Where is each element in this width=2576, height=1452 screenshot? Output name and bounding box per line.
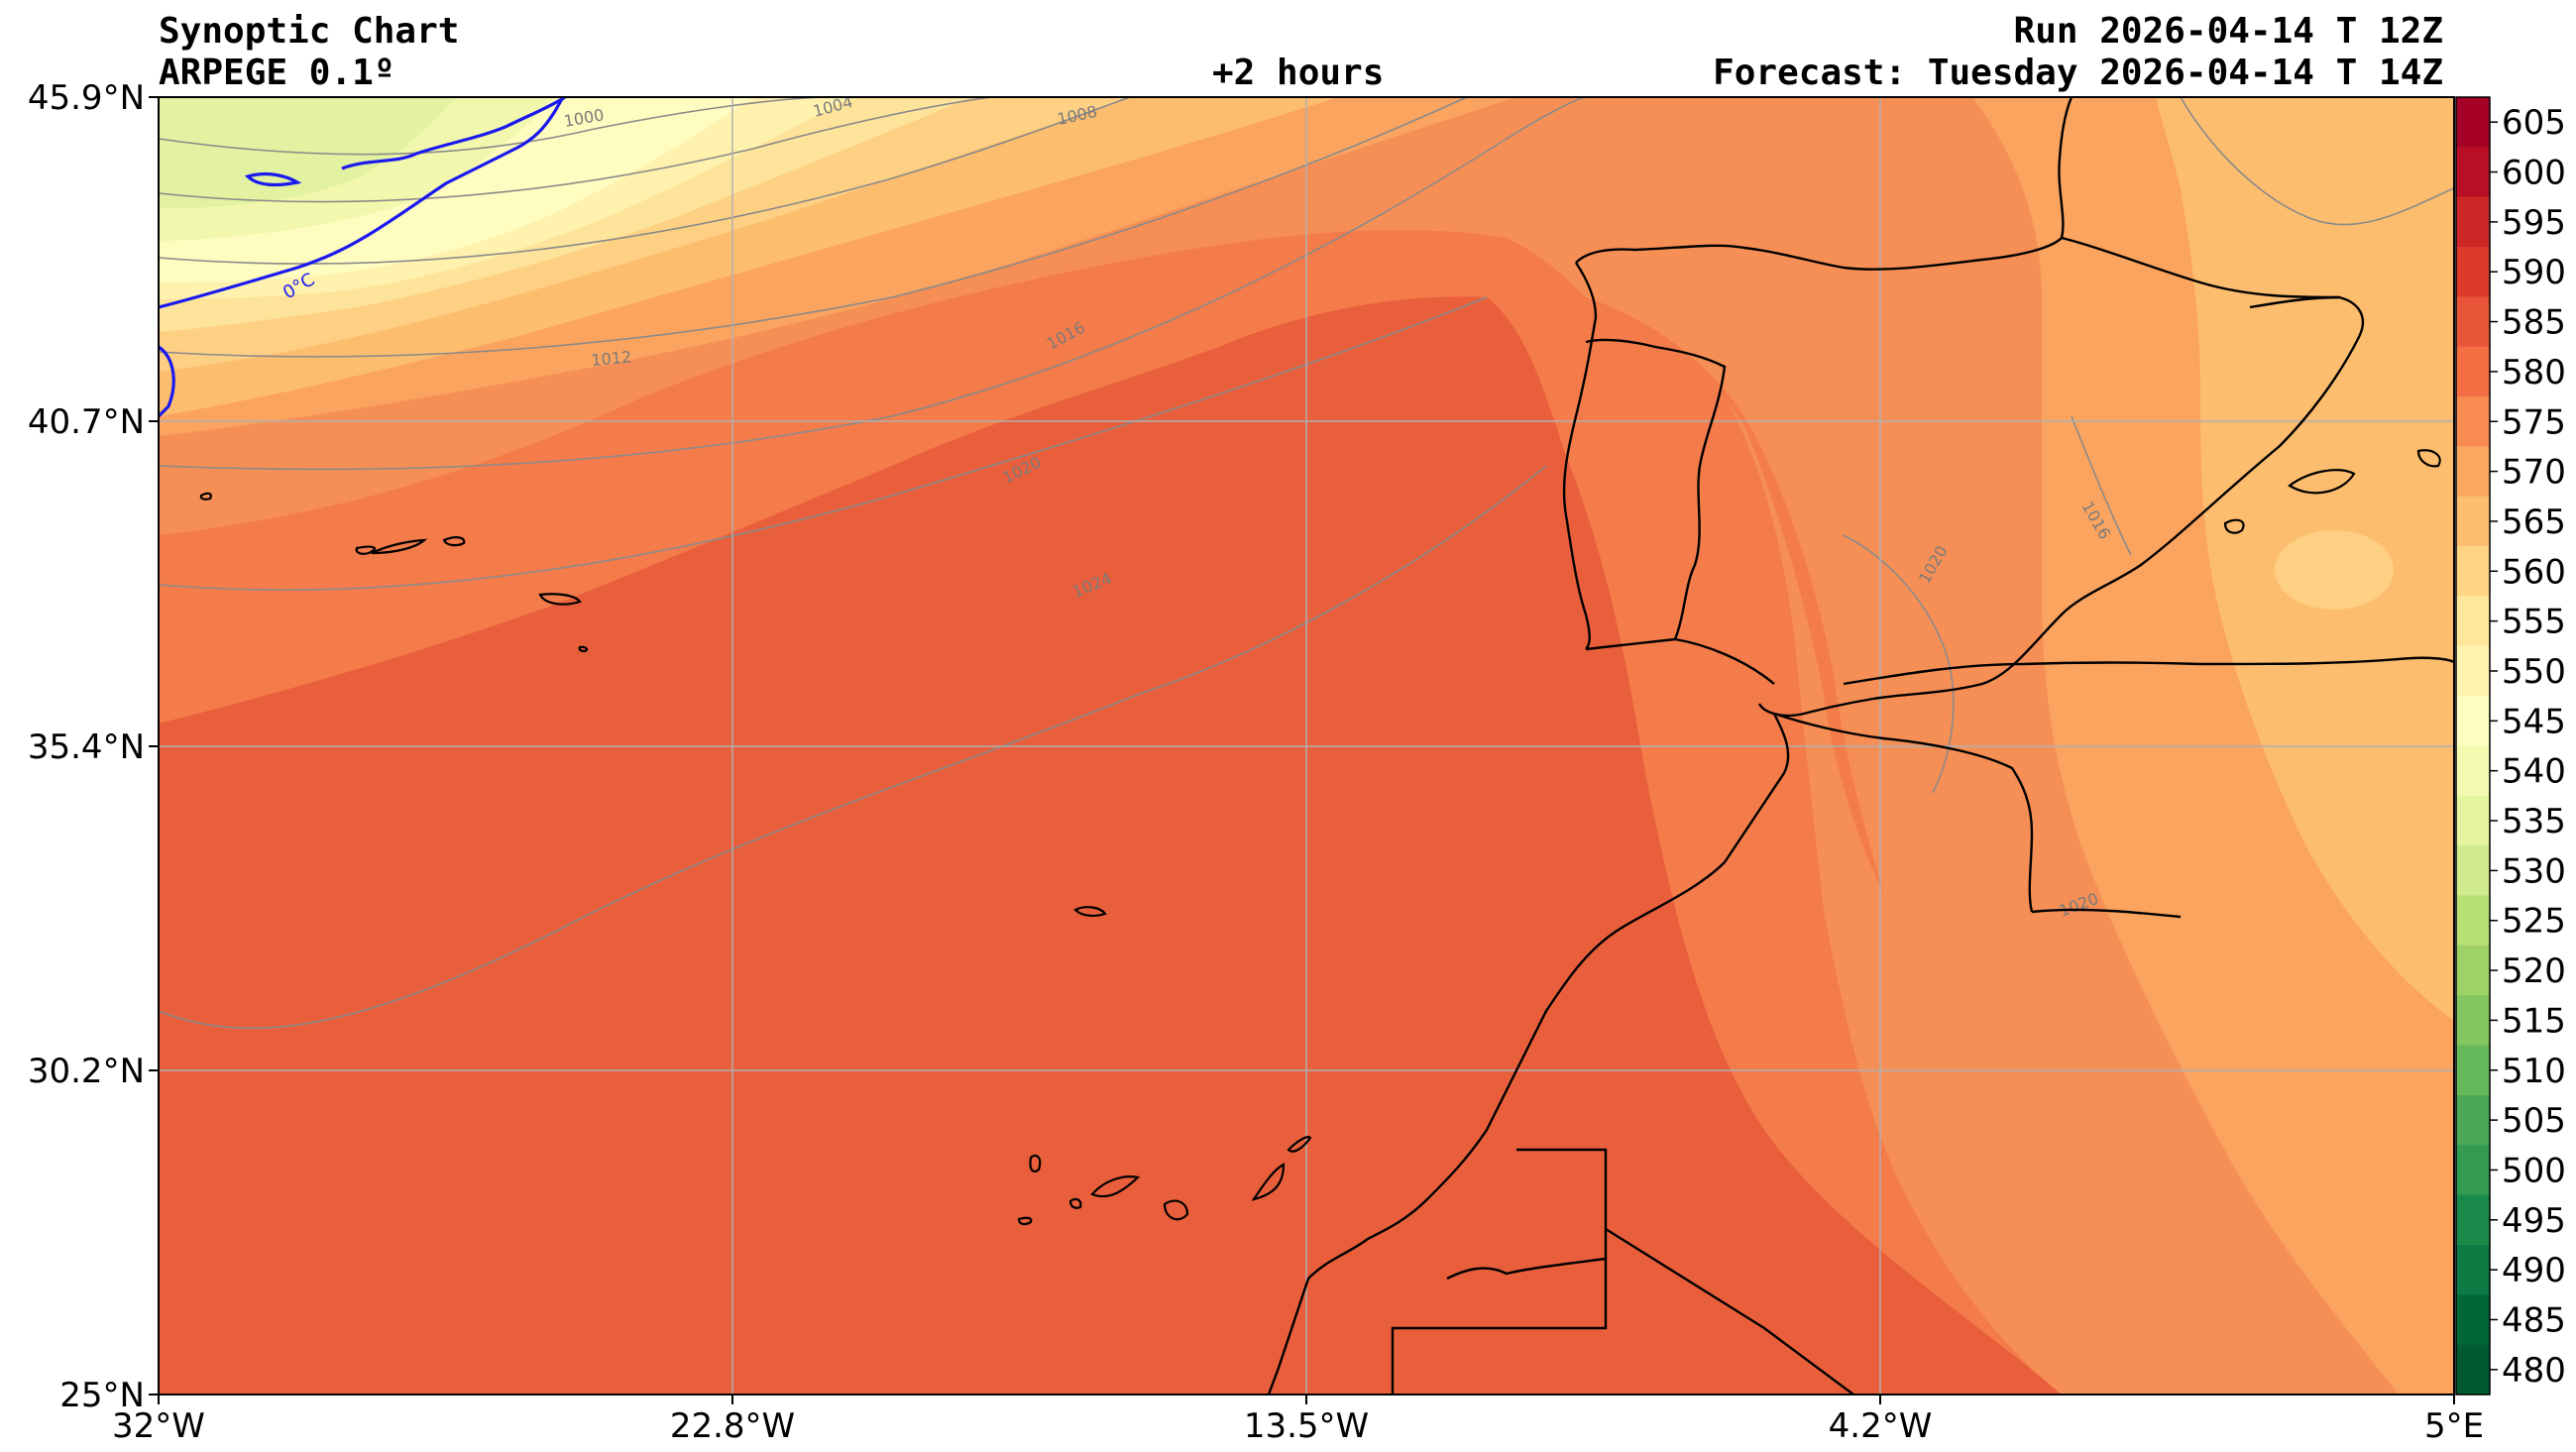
colorbar-swatch <box>2456 596 2490 647</box>
colorbar-swatch <box>2456 1294 2490 1346</box>
colorbar-label: 510 <box>2502 1052 2566 1091</box>
forecast-time: Forecast: Tuesday 2026-04-14 T 14Z <box>1713 53 2443 93</box>
colorbar-label: 535 <box>2502 802 2566 841</box>
colorbar-label: 520 <box>2502 951 2566 991</box>
lat-label: 25°N <box>59 1376 145 1415</box>
run-time: Run 2026-04-14 T 12Z <box>2013 11 2443 52</box>
graticule <box>159 97 2454 1395</box>
colorbar-swatch <box>2456 196 2490 248</box>
colorbar-label: 575 <box>2502 402 2566 442</box>
colorbar-swatch <box>2456 1194 2490 1246</box>
lat-label: 40.7°N <box>28 402 145 442</box>
colorbar-swatch <box>2456 895 2490 947</box>
colorbar-label: 525 <box>2502 902 2566 942</box>
geopotential-band-560-cell <box>2275 530 2394 610</box>
colorbar-label: 500 <box>2502 1151 2566 1190</box>
longitude-labels: 32°W 22.8°W 13.5°W 4.2°W 5°E <box>112 1406 2484 1446</box>
colorbar-label: 515 <box>2502 1001 2566 1041</box>
colorbar-label: 555 <box>2502 603 2566 642</box>
colorbar-swatch <box>2456 1145 2490 1196</box>
colorbar-swatch <box>2456 147 2490 198</box>
colorbar-swatch <box>2456 1045 2490 1096</box>
lead-time: +2 hours <box>1212 53 1385 93</box>
colorbar-swatch <box>2456 496 2490 547</box>
colorbar-label: 565 <box>2502 503 2566 542</box>
colorbar-label: 490 <box>2502 1251 2566 1290</box>
freezing-level-line <box>159 97 566 418</box>
islands <box>199 449 2441 1226</box>
lon-label: 22.8°W <box>670 1406 795 1446</box>
lon-label: 5°E <box>2424 1406 2484 1446</box>
colorbar-swatch <box>2456 645 2490 697</box>
colorbar-swatch <box>2456 396 2490 448</box>
colorbar-swatch <box>2456 296 2490 348</box>
chart-title: Synoptic Chart <box>159 11 460 52</box>
colorbar-swatch <box>2456 845 2490 897</box>
colorbar-swatch <box>2456 346 2490 397</box>
colorbar-label: 480 <box>2502 1351 2566 1391</box>
colorbar-label: 580 <box>2502 353 2566 392</box>
colorbar-frame <box>2455 96 2491 1396</box>
latitude-labels: 45.9°N 40.7°N 35.4°N 30.2°N 25°N <box>28 78 145 1415</box>
lat-label: 45.9°N <box>28 78 145 118</box>
map-field: 1000 1004 1008 1012 1016 1020 1024 1016 … <box>159 97 2454 1395</box>
colorbar-label: 570 <box>2502 453 2566 493</box>
colorbar-swatch <box>2456 795 2490 846</box>
colorbar-swatch <box>2456 1344 2490 1396</box>
colorbar: 605 600 595 590 585 580 575 570 565 560 555 550 545 5… <box>2455 96 2566 1396</box>
colorbar-swatch <box>2456 446 2490 498</box>
lat-label: 35.4°N <box>28 727 145 767</box>
colorbar-swatch <box>2456 546 2490 598</box>
colorbar-label: 485 <box>2502 1300 2566 1340</box>
geopotential-band-585-inner <box>159 615 2062 1395</box>
axis-ticks <box>149 96 2455 1404</box>
colorbar-label: 585 <box>2502 303 2566 343</box>
colorbar-label: 600 <box>2502 154 2566 193</box>
colorbar-swatch <box>2456 247 2490 297</box>
colorbar-swatch <box>2456 945 2490 996</box>
colorbar-swatch <box>2456 1244 2490 1295</box>
colorbar-swatch <box>2456 745 2490 797</box>
coastlines <box>1267 97 2454 1395</box>
colorbar-label: 560 <box>2502 552 2566 592</box>
colorbar-label: 595 <box>2502 203 2566 243</box>
model-name: ARPEGE 0.1º <box>159 53 395 93</box>
lon-label: 32°W <box>112 1406 205 1446</box>
colorbar-label: 530 <box>2502 851 2566 891</box>
lon-label: 4.2°W <box>1829 1406 1933 1446</box>
isobars <box>159 97 2454 1030</box>
lon-label: 13.5°W <box>1244 1406 1369 1446</box>
colorbar-label: 505 <box>2502 1101 2566 1141</box>
colorbar-label: 540 <box>2502 752 2566 792</box>
isobar-label: 1012 <box>591 348 632 370</box>
colorbar-swatch <box>2456 97 2490 148</box>
colorbar-swatch <box>2456 1094 2490 1146</box>
colorbar-label: 495 <box>2502 1201 2566 1241</box>
colorbar-label: 545 <box>2502 702 2566 741</box>
colorbar-swatch <box>2456 995 2490 1047</box>
colorbar-swatch <box>2456 696 2490 747</box>
colorbar-label: 550 <box>2502 652 2566 692</box>
colorbar-label: 605 <box>2502 103 2566 143</box>
lat-label: 30.2°N <box>28 1052 145 1091</box>
colorbar-label: 590 <box>2502 253 2566 292</box>
